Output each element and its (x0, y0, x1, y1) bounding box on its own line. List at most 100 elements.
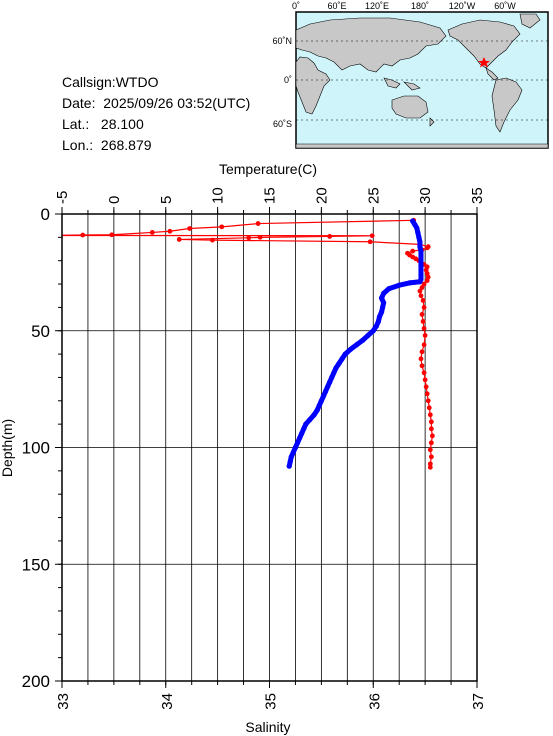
salinity-data-point (417, 239, 423, 245)
salinity-axis-title: Salinity (245, 719, 290, 735)
salinity-data-point (354, 342, 360, 348)
salinity-data-point (381, 300, 387, 306)
temperature-tick-label: 5 (158, 196, 175, 204)
temperature-data-point (149, 230, 155, 235)
temperature-data-point (419, 285, 425, 290)
salinity-data-point (417, 279, 423, 285)
salinity-data-point (329, 374, 335, 381)
chart-series (61, 217, 435, 470)
salinity-data-point (294, 440, 301, 446)
salinity-data-point (418, 272, 424, 278)
temperature-data-point (422, 333, 428, 338)
salinity-data-point (311, 412, 317, 418)
temperature-tick-label: 30 (417, 187, 434, 204)
temperature-data-point (369, 233, 375, 239)
temperature-data-point (424, 278, 430, 283)
map-longitude-label: 120˚W (449, 1, 476, 11)
salinity-data-point (415, 230, 421, 236)
temperature-data-point (428, 419, 434, 425)
temperature-data-point (425, 398, 431, 404)
temperature-data-point (421, 281, 427, 287)
temperature-data-point (426, 405, 432, 411)
salinity-data-point (414, 225, 420, 231)
date-value: 2025/09/26 03:52(UTC) (103, 95, 251, 111)
temperature-data-point (429, 433, 435, 439)
salinity-tick-label: 35 (263, 693, 280, 710)
salinity-data-point (333, 365, 339, 371)
salinity-tick-label: 33 (55, 693, 72, 710)
salinity-data-point (373, 323, 379, 329)
temperature-data-point (367, 239, 373, 245)
temperature-data-point (219, 224, 225, 230)
salinity-data-point (286, 463, 292, 469)
map-longitude-label: 0˚ (292, 1, 300, 11)
salinity-data-point (406, 280, 413, 286)
temperature-data-point (80, 232, 86, 238)
salinity-data-point (378, 309, 385, 315)
temperature-data-point (418, 356, 424, 362)
salinity-data-point (339, 356, 345, 362)
temperature-data-point (109, 232, 115, 238)
location-map: 0˚ 60˚E 120˚E 180˚ 120˚W 60˚W 60˚N 0˚ 60˚S (272, 1, 549, 149)
temperature-data-point (210, 237, 215, 243)
temperature-data-point (187, 226, 193, 231)
temperature-data-point (255, 221, 261, 226)
salinity-data-point (370, 328, 376, 334)
lon-value: 268.879 (100, 137, 152, 153)
map-longitude-labels: 0˚ 60˚E 120˚E 180˚ 120˚W 60˚W (292, 1, 516, 11)
map-longitude-label: 120˚E (365, 1, 389, 11)
star-icon (478, 57, 490, 68)
salinity-data-point (342, 351, 348, 357)
map-latitude-label: 60˚S (273, 119, 292, 129)
date-label: Date: (62, 95, 96, 111)
salinity-data-point (375, 318, 382, 325)
salinity-data-point (378, 295, 385, 301)
temperature-data-point (246, 235, 252, 241)
temperature-data-point (428, 426, 434, 432)
salinity-data-point (327, 379, 333, 385)
temperature-data-point (427, 412, 433, 418)
temperature-data-point (420, 297, 426, 303)
temperature-data-point (428, 454, 434, 460)
temperature-profile-line (61, 219, 433, 468)
salinity-data-point (318, 398, 324, 404)
map-graticule (296, 40, 548, 121)
salinity-data-point (303, 421, 309, 427)
temperature-data-point (176, 237, 182, 242)
salinity-data-point (316, 402, 322, 409)
temperature-data-point (421, 305, 427, 310)
depth-tick-label: 0 (41, 205, 50, 224)
temperature-data-point (419, 363, 425, 369)
temperature-tick-label: 15 (262, 187, 279, 204)
salinity-data-point (288, 454, 294, 460)
salinity-data-point (301, 426, 307, 432)
salinity-data-point (320, 393, 327, 399)
salinity-tick-label: 37 (470, 693, 487, 710)
salinity-data-point (314, 407, 320, 413)
salinity-data-point (418, 253, 424, 259)
map-latitude-label: 60˚N (272, 36, 292, 46)
salinity-data-point (290, 449, 296, 455)
temperature-data-point (421, 326, 427, 331)
temperature-tick-label: -5 (54, 191, 71, 204)
lat-row: Lat.: 28.100 (62, 114, 250, 135)
depth-axis-title: Depth(m) (0, 419, 15, 477)
salinity-data-point (360, 337, 366, 343)
salinity-data-point (336, 360, 342, 367)
salinity-data-point (418, 262, 424, 268)
salinity-data-point (418, 248, 424, 254)
cast-info: Callsign:WTDO Date: 2025/09/26 03:52(UTC… (62, 72, 250, 156)
temperature-data-point (421, 370, 427, 376)
salinity-tick-label: 34 (159, 693, 176, 710)
temperature-data-point (167, 228, 173, 234)
map-latitude-labels: 60˚N 0˚ 60˚S (272, 36, 292, 129)
salinity-data-point (347, 346, 354, 353)
temperature-data-point (423, 384, 429, 390)
salinity-data-point (376, 314, 383, 320)
map-longitude-label: 180˚ (411, 1, 429, 11)
depth-tick-label: 200 (22, 672, 50, 691)
salinity-data-point (331, 370, 337, 376)
salinity-tick-label: 36 (366, 693, 383, 710)
salinity-data-point (365, 332, 371, 339)
